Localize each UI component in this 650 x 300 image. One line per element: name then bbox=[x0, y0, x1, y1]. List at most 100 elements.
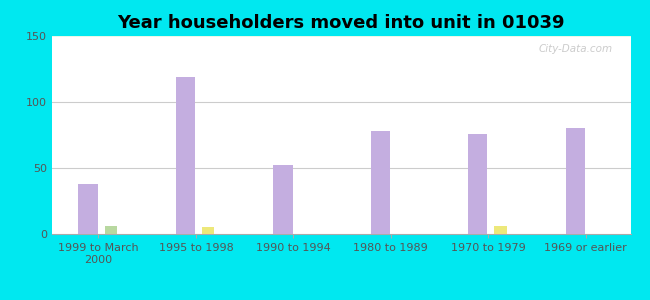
Bar bbox=[52, 37, 630, 38]
Bar bbox=[52, 37, 630, 38]
Bar bbox=[52, 36, 630, 37]
Bar bbox=[52, 37, 630, 38]
Bar bbox=[52, 36, 630, 37]
Bar bbox=[52, 36, 630, 37]
Bar bbox=[52, 37, 630, 38]
Bar bbox=[273, 165, 292, 234]
Bar bbox=[52, 36, 630, 37]
Bar bbox=[52, 37, 630, 38]
Bar bbox=[468, 134, 488, 234]
Bar bbox=[52, 36, 630, 37]
Bar bbox=[52, 37, 630, 38]
Bar bbox=[52, 37, 630, 38]
Bar bbox=[52, 37, 630, 38]
Bar bbox=[52, 36, 630, 37]
Bar bbox=[52, 37, 630, 38]
Bar bbox=[52, 37, 630, 38]
Bar bbox=[52, 37, 630, 38]
Bar bbox=[52, 36, 630, 37]
Bar bbox=[52, 37, 630, 38]
Bar bbox=[52, 37, 630, 38]
Bar bbox=[52, 37, 630, 38]
Bar bbox=[52, 37, 630, 38]
Bar bbox=[52, 36, 630, 37]
Bar bbox=[52, 36, 630, 37]
Bar bbox=[52, 36, 630, 37]
Bar bbox=[52, 36, 630, 37]
Bar bbox=[52, 36, 630, 37]
Bar bbox=[52, 36, 630, 37]
Bar bbox=[52, 37, 630, 38]
Bar bbox=[52, 37, 630, 38]
Bar bbox=[52, 37, 630, 38]
Bar bbox=[52, 36, 630, 38]
Bar bbox=[52, 36, 630, 37]
Bar bbox=[52, 37, 630, 38]
Bar bbox=[52, 36, 630, 37]
Bar bbox=[52, 37, 630, 38]
Bar bbox=[52, 37, 630, 38]
Bar bbox=[52, 36, 630, 38]
Bar bbox=[52, 36, 630, 37]
Bar bbox=[52, 36, 630, 37]
Bar bbox=[52, 37, 630, 38]
Bar bbox=[52, 36, 630, 37]
Bar bbox=[52, 36, 630, 37]
Bar bbox=[52, 36, 630, 38]
Bar bbox=[52, 37, 630, 38]
Bar bbox=[52, 36, 630, 37]
Bar bbox=[52, 37, 630, 38]
Bar bbox=[52, 37, 630, 38]
Bar bbox=[52, 36, 630, 37]
Bar bbox=[176, 77, 195, 234]
Bar bbox=[52, 37, 630, 38]
Bar bbox=[52, 37, 630, 38]
Bar bbox=[52, 36, 630, 37]
Bar bbox=[52, 37, 630, 38]
Bar bbox=[52, 36, 630, 37]
Bar bbox=[52, 37, 630, 38]
Bar bbox=[52, 37, 630, 38]
Bar bbox=[52, 37, 630, 38]
Bar bbox=[52, 36, 630, 37]
Bar bbox=[52, 37, 630, 38]
Bar bbox=[52, 37, 630, 38]
Bar bbox=[52, 36, 630, 37]
Bar bbox=[52, 37, 630, 38]
Bar bbox=[52, 37, 630, 38]
Bar bbox=[52, 36, 630, 37]
Bar bbox=[52, 36, 630, 37]
Bar bbox=[52, 36, 630, 37]
Bar bbox=[52, 37, 630, 38]
Bar bbox=[52, 36, 630, 37]
Bar bbox=[52, 37, 630, 38]
Bar bbox=[52, 37, 630, 38]
Bar bbox=[52, 37, 630, 38]
Bar bbox=[52, 36, 630, 37]
Bar bbox=[52, 37, 630, 38]
Bar bbox=[52, 36, 630, 38]
Bar bbox=[52, 36, 630, 37]
Bar bbox=[52, 37, 630, 38]
Bar bbox=[52, 37, 630, 38]
Bar bbox=[52, 37, 630, 38]
Text: City-Data.com: City-Data.com bbox=[539, 44, 613, 54]
Bar bbox=[52, 37, 630, 38]
Bar bbox=[52, 36, 630, 37]
Bar bbox=[52, 37, 630, 38]
Bar bbox=[52, 37, 630, 38]
Bar bbox=[52, 37, 630, 38]
Bar bbox=[52, 37, 630, 38]
Bar bbox=[52, 37, 630, 38]
Bar bbox=[52, 37, 630, 38]
Bar bbox=[52, 36, 630, 37]
Bar bbox=[52, 36, 630, 37]
Bar bbox=[495, 226, 507, 234]
Bar bbox=[52, 36, 630, 38]
Bar bbox=[52, 36, 630, 37]
Bar bbox=[52, 37, 630, 38]
Bar bbox=[52, 37, 630, 38]
Bar bbox=[52, 37, 630, 38]
Bar bbox=[52, 36, 630, 37]
Bar bbox=[52, 37, 630, 38]
